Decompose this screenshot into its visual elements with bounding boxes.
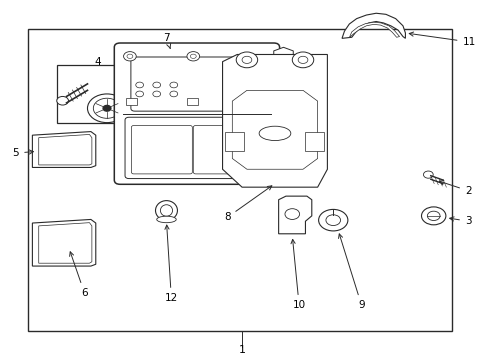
- FancyBboxPatch shape: [131, 57, 263, 111]
- Text: 10: 10: [290, 239, 305, 310]
- Polygon shape: [39, 223, 92, 263]
- FancyBboxPatch shape: [193, 126, 254, 174]
- Ellipse shape: [157, 216, 176, 223]
- Circle shape: [423, 171, 432, 178]
- Polygon shape: [232, 90, 317, 169]
- Circle shape: [153, 91, 160, 97]
- Circle shape: [136, 91, 143, 97]
- Circle shape: [194, 72, 200, 76]
- Text: 5: 5: [13, 148, 33, 158]
- Polygon shape: [273, 47, 293, 72]
- Circle shape: [93, 98, 121, 118]
- Ellipse shape: [160, 205, 172, 216]
- FancyBboxPatch shape: [131, 126, 192, 174]
- Circle shape: [186, 51, 199, 61]
- Text: 3: 3: [449, 216, 470, 226]
- Bar: [27, 30, 451, 330]
- Bar: [126, 98, 137, 105]
- Text: 11: 11: [408, 32, 475, 47]
- Text: 2: 2: [438, 181, 470, 196]
- Polygon shape: [348, 22, 399, 38]
- Circle shape: [318, 210, 347, 231]
- Text: 6: 6: [69, 252, 87, 298]
- Circle shape: [190, 54, 196, 58]
- Polygon shape: [222, 54, 327, 187]
- Circle shape: [168, 55, 178, 62]
- Circle shape: [103, 105, 111, 111]
- Circle shape: [169, 82, 177, 88]
- Circle shape: [421, 207, 445, 225]
- Ellipse shape: [155, 201, 177, 220]
- Circle shape: [169, 91, 177, 97]
- Polygon shape: [39, 134, 92, 165]
- Bar: [170, 55, 198, 86]
- Circle shape: [127, 54, 133, 58]
- Circle shape: [292, 52, 313, 68]
- Bar: [224, 132, 243, 151]
- FancyBboxPatch shape: [125, 117, 268, 179]
- Circle shape: [325, 215, 340, 226]
- Polygon shape: [163, 51, 203, 89]
- Circle shape: [136, 82, 143, 88]
- Circle shape: [87, 94, 126, 123]
- Polygon shape: [32, 220, 96, 266]
- Bar: [199, 64, 208, 72]
- Circle shape: [427, 211, 439, 221]
- Text: 4: 4: [95, 57, 102, 67]
- FancyBboxPatch shape: [114, 43, 279, 184]
- Circle shape: [123, 51, 136, 61]
- Bar: [57, 65, 142, 123]
- Text: 12: 12: [164, 225, 178, 303]
- Text: 9: 9: [338, 234, 364, 310]
- Circle shape: [191, 70, 203, 78]
- Polygon shape: [32, 132, 96, 167]
- Polygon shape: [341, 13, 405, 39]
- Text: 7: 7: [163, 33, 170, 48]
- Circle shape: [153, 82, 160, 88]
- Text: 1: 1: [238, 345, 245, 355]
- Circle shape: [285, 209, 299, 220]
- Polygon shape: [278, 196, 311, 234]
- Circle shape: [57, 96, 68, 105]
- Bar: [305, 132, 324, 151]
- Ellipse shape: [259, 126, 290, 140]
- Circle shape: [236, 52, 257, 68]
- Circle shape: [242, 56, 251, 63]
- Circle shape: [298, 56, 307, 63]
- Bar: [186, 98, 197, 105]
- Text: 8: 8: [224, 186, 271, 222]
- Circle shape: [171, 57, 176, 60]
